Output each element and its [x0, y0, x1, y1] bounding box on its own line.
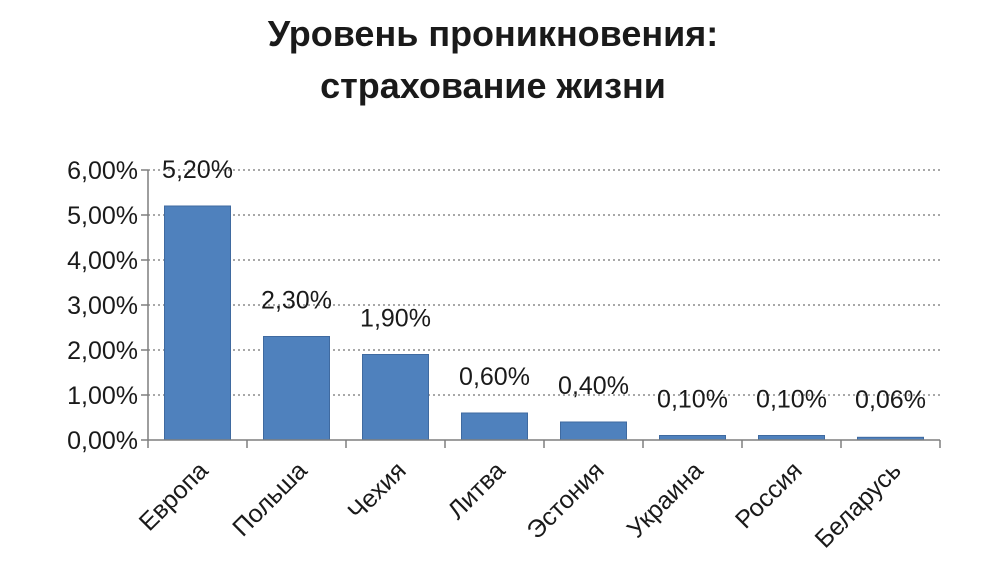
data-label: 0,60% [459, 363, 530, 391]
category-label: Чехия [342, 456, 411, 525]
data-label: 5,20% [162, 156, 233, 184]
data-label: 0,06% [855, 386, 926, 414]
category-label: Европа [134, 456, 214, 536]
bar [362, 354, 429, 441]
chart-title-line-2: страхование жизни [320, 65, 666, 106]
bar [164, 205, 231, 441]
y-tick-label: 0,00% [67, 427, 138, 455]
bar [263, 336, 330, 441]
y-tick-label: 1,00% [67, 382, 138, 410]
bar [560, 421, 627, 441]
chart-title-line-1: Уровень проникновения: [267, 13, 719, 54]
category-label: Польша [227, 456, 313, 542]
category-label: Эстония [521, 456, 609, 544]
category-label: Россия [730, 456, 808, 534]
category-label: Украина [622, 456, 709, 543]
data-label: 0,10% [657, 386, 728, 414]
y-tick-label: 2,00% [67, 337, 138, 365]
data-label: 1,90% [360, 305, 431, 333]
category-label: Литва [442, 456, 510, 524]
bar [461, 412, 528, 441]
category-label: Беларусь [810, 456, 907, 553]
data-label: 2,30% [261, 287, 332, 315]
chart-title: Уровень проникновения: страхование жизни [0, 8, 986, 112]
y-tick-label: 5,00% [67, 202, 138, 230]
y-tick-label: 4,00% [67, 247, 138, 275]
data-label: 0,10% [756, 386, 827, 414]
y-tick-label: 3,00% [67, 292, 138, 320]
y-tick-label: 6,00% [67, 157, 138, 185]
data-label: 0,40% [558, 372, 629, 400]
